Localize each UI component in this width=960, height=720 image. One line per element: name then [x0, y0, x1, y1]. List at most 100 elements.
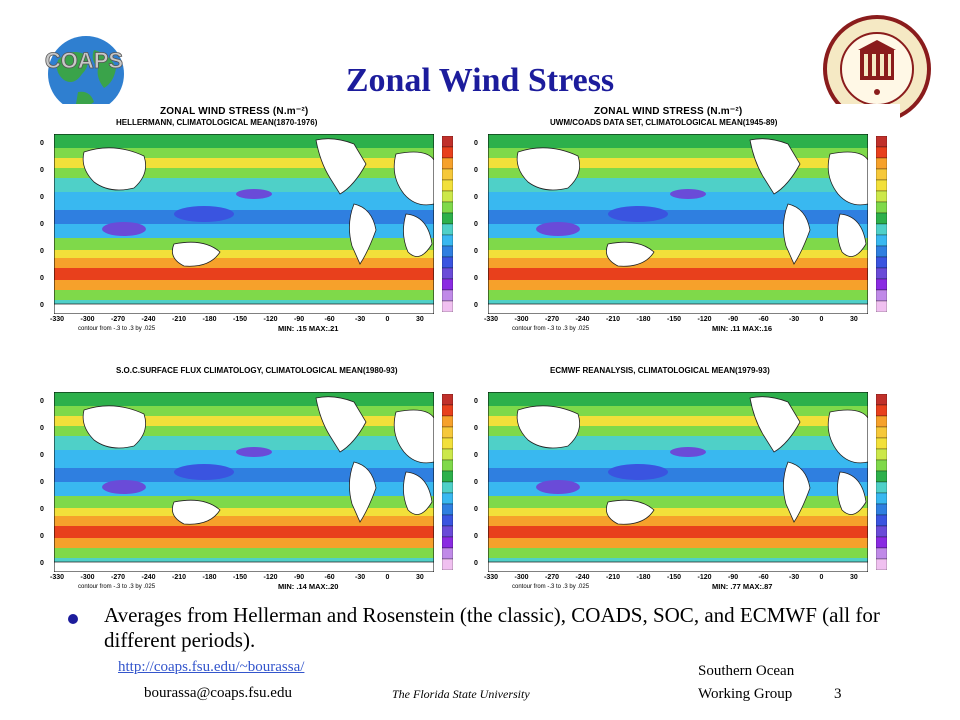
map-panel-hellermann: ZONAL WIND STRESS (N.m⁻²) HELLERMANN, CL… — [38, 104, 466, 336]
y-tick-label: 0 — [474, 533, 478, 540]
stress-band — [488, 148, 868, 158]
stress-minimum — [174, 464, 234, 480]
min-max-label: MIN: .15 MAX:.21 — [278, 324, 339, 333]
panel-title: ZONAL WIND STRESS (N.m⁻²) — [160, 106, 309, 117]
x-tick-label: -60 — [758, 316, 769, 323]
x-tick-label: -90 — [728, 574, 739, 581]
panel-subtitle: S.O.C.SURFACE FLUX CLIMATOLOGY, CLIMATOL… — [116, 366, 398, 375]
land-mass — [393, 151, 434, 206]
land-mass — [605, 499, 655, 525]
group-name-line1: Southern Ocean — [698, 663, 795, 679]
color-scale-swatch — [442, 201, 453, 214]
panel-subtitle: ECMWF REANALYSIS, CLIMATOLOGICAL MEAN(19… — [550, 366, 770, 375]
land-mass — [488, 303, 868, 314]
stress-band — [54, 268, 434, 280]
color-scale-swatch — [876, 459, 887, 472]
coaps-logo: COAPS — [44, 36, 124, 112]
stress-band — [54, 496, 434, 508]
contour-note: contour from -.3 to .3 by .025 — [78, 584, 156, 590]
stress-band — [54, 468, 434, 482]
color-scale-swatch — [442, 547, 453, 560]
color-scale-swatch — [876, 394, 887, 406]
color-scale-swatch — [876, 278, 887, 291]
map-panel-soc: S.O.C.SURFACE FLUX CLIMATOLOGY, CLIMATOL… — [38, 362, 466, 594]
land-mass — [315, 396, 367, 453]
stress-band — [488, 280, 868, 290]
y-tick-label: 0 — [474, 506, 478, 513]
color-scale-swatch — [876, 146, 887, 159]
color-scale-swatch — [442, 558, 453, 570]
stress-minimum — [102, 222, 146, 236]
x-tick-label: -270 — [545, 316, 560, 323]
page-number: 3 — [834, 686, 842, 702]
color-scale-swatch — [876, 212, 887, 225]
y-tick-label: 0 — [40, 560, 44, 567]
stress-band — [54, 238, 434, 250]
color-scale-swatch — [876, 547, 887, 560]
x-tick-label: 0 — [385, 316, 390, 323]
panel-subtitle: UWM/COADS DATA SET, CLIMATOLOGICAL MEAN(… — [550, 118, 778, 127]
color-scale-swatch — [876, 481, 887, 494]
x-tick-label: -330 — [50, 316, 65, 323]
x-tick-label: -330 — [50, 574, 65, 581]
min-max-label: MIN: .77 MAX:.87 — [712, 582, 773, 591]
color-scale-swatch — [876, 492, 887, 505]
land-mass — [393, 409, 434, 464]
land-mass — [82, 405, 147, 449]
x-tick-label: -240 — [575, 316, 590, 323]
wind-stress-map — [488, 392, 868, 572]
y-tick-label: 0 — [474, 221, 478, 228]
x-tick-label: 0 — [819, 574, 824, 581]
color-scale-swatch — [442, 459, 453, 472]
color-scale-swatch — [876, 245, 887, 258]
x-tick-label: -240 — [141, 316, 156, 323]
land-mass — [403, 213, 433, 257]
stress-band — [488, 538, 868, 548]
stress-band — [488, 416, 868, 426]
stress-minimum — [608, 464, 668, 480]
contour-note: contour from -.3 to .3 by .025 — [78, 326, 156, 332]
stress-band — [488, 158, 868, 168]
x-tick-label: 30 — [416, 316, 424, 323]
group-name-line2: Working Group — [698, 686, 793, 702]
land-mass — [82, 147, 147, 191]
y-tick-label: 0 — [474, 425, 478, 432]
x-tick-label: -300 — [80, 316, 95, 323]
color-scale-swatch — [876, 179, 887, 192]
y-tick-label: 0 — [474, 248, 478, 255]
color-scale-swatch — [442, 245, 453, 258]
land-mass — [349, 461, 377, 523]
y-tick-label: 0 — [474, 452, 478, 459]
university-name: The Florida State University — [392, 687, 530, 701]
x-tick-label: 30 — [850, 316, 858, 323]
land-mass — [783, 461, 811, 523]
coaps-logo-text: COAPS — [45, 48, 123, 73]
color-scale-bar — [876, 394, 887, 570]
land-mass — [516, 405, 581, 449]
x-tick-label: -210 — [172, 574, 187, 581]
land-mass — [54, 561, 434, 572]
color-scale-swatch — [876, 201, 887, 214]
color-scale-swatch — [442, 223, 453, 236]
y-tick-label: 0 — [40, 275, 44, 282]
color-scale-swatch — [442, 179, 453, 192]
homepage-link[interactable]: http://coaps.fsu.edu/~bourassa/ — [118, 659, 305, 675]
color-scale-swatch — [876, 256, 887, 269]
color-scale-swatch — [876, 168, 887, 181]
stress-band — [54, 406, 434, 416]
land-mass — [171, 241, 221, 267]
x-tick-label: -300 — [80, 574, 95, 581]
color-scale-swatch — [442, 146, 453, 159]
wind-stress-map — [488, 134, 868, 314]
stress-minimum — [608, 206, 668, 222]
stress-band — [488, 224, 868, 238]
color-scale-swatch — [876, 289, 887, 302]
x-tick-label: -330 — [484, 316, 499, 323]
stress-minimum — [236, 189, 272, 199]
stress-band — [54, 416, 434, 426]
min-max-label: MIN: .11 MAX:.16 — [712, 324, 773, 333]
color-scale-swatch — [442, 394, 453, 406]
stress-band — [54, 168, 434, 178]
color-scale-swatch — [876, 404, 887, 417]
color-scale-swatch — [442, 514, 453, 527]
